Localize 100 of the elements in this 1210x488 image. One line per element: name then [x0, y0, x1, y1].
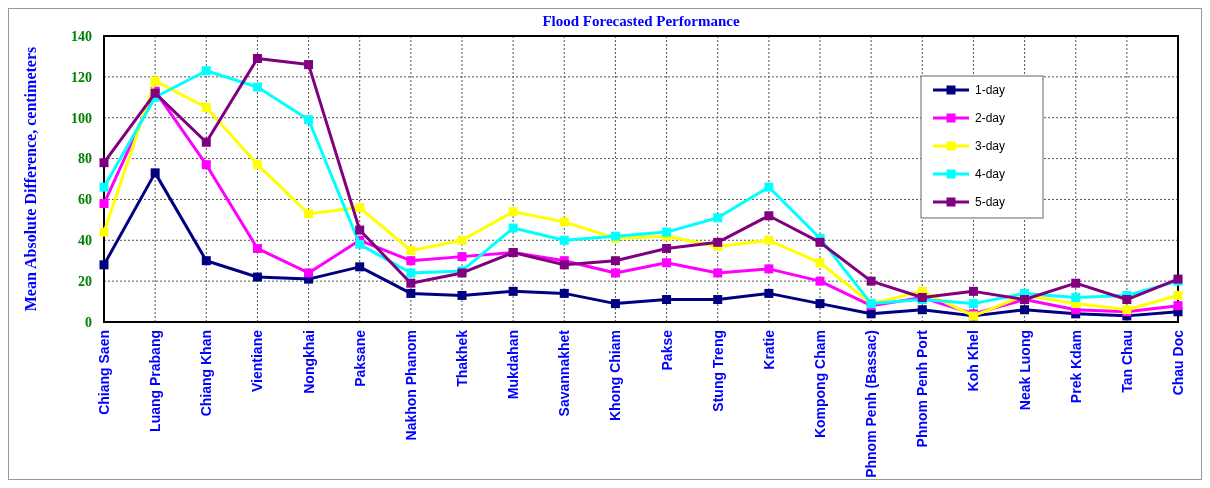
- point: [610, 299, 620, 309]
- point: [610, 256, 620, 266]
- y-tick-label: 0: [85, 314, 92, 330]
- point: [150, 168, 160, 178]
- x-tick-label: Mukdahan: [505, 330, 522, 400]
- point: [1122, 295, 1132, 305]
- point: [764, 182, 774, 192]
- point: [764, 264, 774, 274]
- point: [559, 235, 569, 245]
- point: [406, 256, 416, 266]
- point: [1071, 292, 1081, 302]
- point: [815, 237, 825, 247]
- point: [713, 237, 723, 247]
- point: [99, 199, 109, 209]
- point: [355, 239, 365, 249]
- y-tick-label: 60: [78, 192, 92, 208]
- point: [355, 262, 365, 272]
- point: [662, 295, 672, 305]
- point: [508, 286, 518, 296]
- point: [355, 203, 365, 213]
- point: [201, 160, 211, 170]
- x-tick-label: Stung Treng: [709, 330, 726, 412]
- y-axis-title: Mean Absolute Difference, centimeters: [22, 46, 39, 312]
- point: [355, 225, 365, 235]
- point: [99, 260, 109, 270]
- point: [764, 211, 774, 221]
- x-tick-label: Kompong Cham: [812, 330, 828, 439]
- point: [559, 217, 569, 227]
- point: [304, 209, 314, 219]
- point: [150, 76, 160, 86]
- point: [968, 286, 978, 296]
- y-tick-label: 80: [78, 151, 92, 167]
- point: [201, 137, 211, 147]
- x-tick-label: Thakhek: [454, 329, 470, 387]
- x-tick-label: Nakhon Phanom: [402, 330, 419, 441]
- point: [201, 103, 211, 112]
- point: [406, 268, 416, 278]
- x-tick-label: Neak Luong: [1016, 330, 1033, 411]
- point: [406, 246, 416, 255]
- x-tick-label: Paksane: [351, 329, 368, 387]
- point: [406, 278, 416, 288]
- point: [610, 268, 620, 278]
- y-tick-label: 100: [71, 110, 92, 126]
- point: [508, 223, 518, 233]
- x-tick-label: Phnom Penh Port: [914, 329, 931, 448]
- x-tick-label: Chiang Saen: [96, 330, 112, 415]
- point: [252, 243, 262, 253]
- point: [559, 260, 569, 270]
- x-tick-label: Kratie: [760, 329, 777, 370]
- point: [917, 305, 927, 315]
- y-tick-label: 140: [71, 28, 92, 44]
- point: [662, 243, 672, 253]
- point: [457, 252, 467, 262]
- point: [1173, 290, 1183, 300]
- point: [968, 299, 978, 309]
- point: [201, 256, 211, 266]
- x-tick-label: Pakse: [658, 329, 675, 371]
- point: [662, 258, 672, 268]
- point: [764, 288, 774, 298]
- y-tick-label: 40: [78, 233, 92, 249]
- point: [815, 276, 825, 286]
- point: [252, 160, 262, 170]
- point: [99, 227, 109, 237]
- point: [252, 272, 262, 282]
- point: [1020, 305, 1030, 315]
- point: [457, 235, 467, 245]
- x-tick-label: Tan Chau: [1118, 330, 1135, 393]
- x-tick-label: Prek Kdam: [1067, 330, 1084, 404]
- point: [559, 288, 569, 298]
- y-tick-label: 20: [78, 274, 92, 290]
- point: [99, 158, 109, 168]
- point: [713, 295, 723, 305]
- x-tick-label: Phnom Penh (Bassac): [863, 330, 880, 478]
- point: [508, 207, 518, 217]
- point: [713, 268, 723, 278]
- legend-label: 3-day: [975, 139, 1006, 154]
- point: [866, 276, 876, 286]
- x-tick-label: Vientiane: [249, 329, 266, 392]
- legend-label: 1-day: [975, 83, 1006, 98]
- point: [304, 60, 314, 70]
- point: [764, 235, 774, 245]
- point: [201, 66, 211, 76]
- point: [406, 288, 416, 298]
- point: [662, 227, 672, 237]
- x-tick-label: Chau Doc: [1170, 329, 1186, 396]
- point: [304, 268, 314, 278]
- point: [815, 258, 825, 268]
- point: [457, 290, 467, 300]
- x-tick-label: Khong Chiam: [607, 330, 624, 421]
- point: [252, 82, 262, 92]
- point: [713, 213, 723, 223]
- x-tick-label: Savannakhet: [556, 329, 573, 417]
- legend-label: 4-day: [975, 167, 1006, 182]
- point: [99, 182, 109, 192]
- point: [1071, 278, 1081, 288]
- point: [1173, 301, 1183, 311]
- chart-title: Flood Forecasted Performance: [542, 13, 740, 29]
- x-tick-label: Koh Khel: [965, 330, 982, 392]
- point: [252, 53, 262, 63]
- x-tick-label: Chiang Khan: [198, 330, 215, 417]
